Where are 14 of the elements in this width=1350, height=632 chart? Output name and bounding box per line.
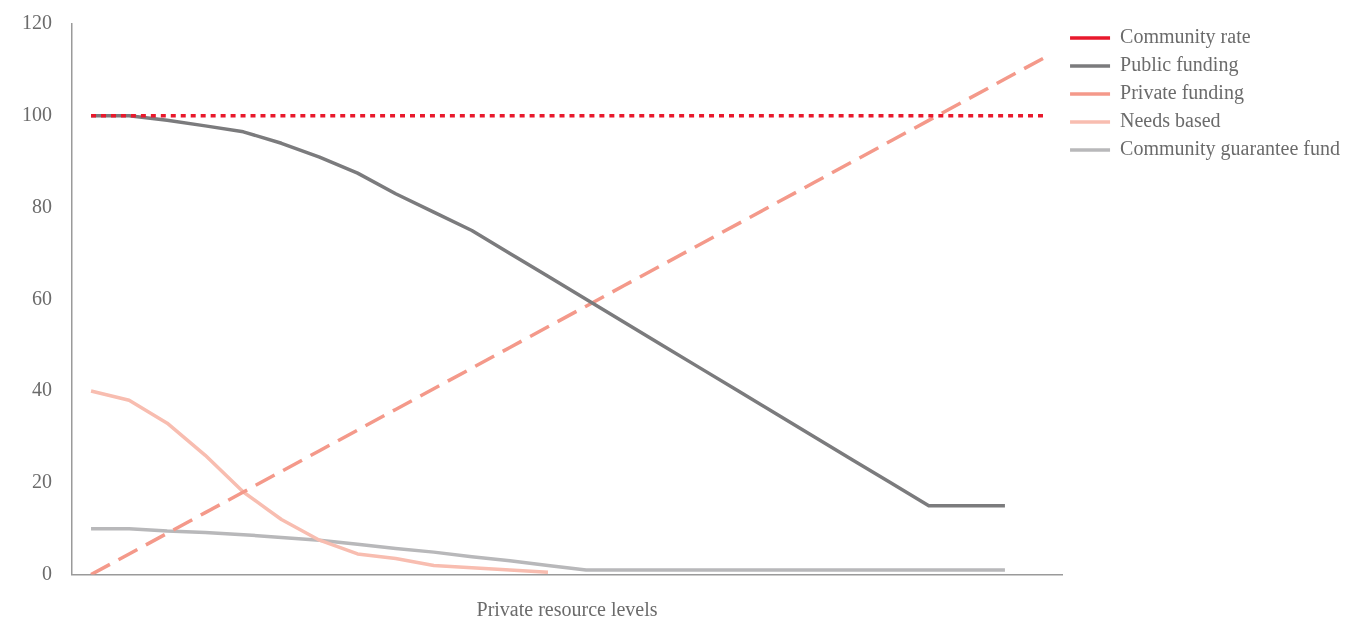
legend-label: Needs based bbox=[1120, 109, 1221, 132]
y-tick-label: 120 bbox=[22, 11, 52, 34]
y-tick-label: 100 bbox=[22, 103, 52, 126]
legend-label: Community rate bbox=[1120, 25, 1251, 49]
y-tick-label: 0 bbox=[42, 561, 52, 584]
x-axis-title: Private resource levels bbox=[476, 598, 658, 621]
y-tick-label: 20 bbox=[32, 470, 52, 493]
line-series bbox=[89, 56, 1045, 575]
legend-label: Public funding bbox=[1120, 53, 1239, 77]
legend-label: Community guarantee fund bbox=[1120, 137, 1340, 161]
legend-label: Private funding bbox=[1120, 81, 1244, 105]
y-tick-label: 40 bbox=[32, 378, 52, 401]
y-tick-label: 80 bbox=[32, 194, 52, 217]
y-tick-label: 60 bbox=[32, 286, 52, 309]
